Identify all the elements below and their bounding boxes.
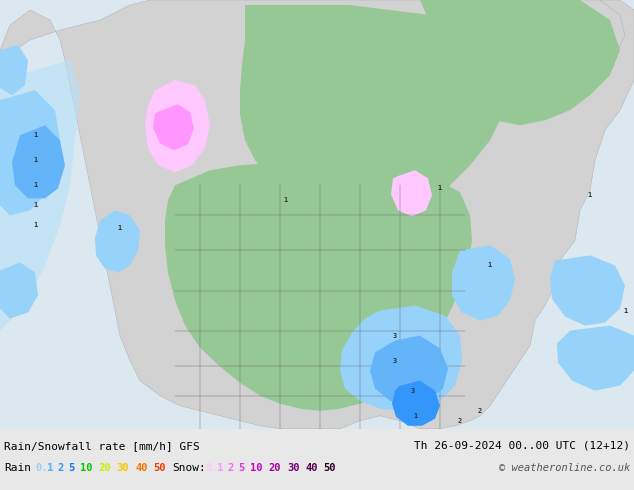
Text: 20: 20 <box>268 463 280 473</box>
Text: 1: 1 <box>33 157 37 163</box>
Text: 2: 2 <box>458 418 462 424</box>
Text: 50: 50 <box>323 463 335 473</box>
Text: 20: 20 <box>98 463 110 473</box>
Text: 30: 30 <box>116 463 129 473</box>
Text: 2: 2 <box>478 408 482 414</box>
Text: 1: 1 <box>47 463 53 473</box>
Polygon shape <box>0 90 60 216</box>
Polygon shape <box>495 0 625 85</box>
Polygon shape <box>557 325 634 391</box>
Polygon shape <box>391 171 432 217</box>
Text: © weatheronline.co.uk: © weatheronline.co.uk <box>499 463 630 473</box>
Text: 1: 1 <box>488 263 492 269</box>
Polygon shape <box>0 45 28 95</box>
Polygon shape <box>340 306 462 411</box>
Polygon shape <box>0 0 634 429</box>
Text: 1: 1 <box>438 185 442 191</box>
Text: 1: 1 <box>283 197 287 203</box>
Text: 1: 1 <box>33 132 37 138</box>
Text: 10: 10 <box>80 463 93 473</box>
Polygon shape <box>0 60 80 331</box>
Text: 40: 40 <box>305 463 318 473</box>
Text: Th 26-09-2024 00..00 UTC (12+12): Th 26-09-2024 00..00 UTC (12+12) <box>414 441 630 451</box>
Text: 1: 1 <box>217 463 223 473</box>
Polygon shape <box>550 255 625 325</box>
Text: 0.1: 0.1 <box>35 463 54 473</box>
Text: 30: 30 <box>287 463 299 473</box>
Text: 1: 1 <box>588 193 592 198</box>
Text: 1: 1 <box>33 202 37 208</box>
Text: 40: 40 <box>135 463 148 473</box>
Text: Rain: Rain <box>4 463 31 473</box>
Text: 1: 1 <box>33 222 37 228</box>
Polygon shape <box>0 263 38 319</box>
Text: 3: 3 <box>393 333 397 339</box>
Text: 1: 1 <box>33 182 37 188</box>
Polygon shape <box>370 336 448 406</box>
Text: Snow:: Snow: <box>172 463 206 473</box>
Polygon shape <box>153 104 194 150</box>
Text: 1: 1 <box>413 413 417 419</box>
Text: 1: 1 <box>118 225 122 231</box>
Polygon shape <box>12 125 65 198</box>
Polygon shape <box>95 210 140 272</box>
Text: 10: 10 <box>250 463 262 473</box>
Text: 1: 1 <box>623 308 627 314</box>
Polygon shape <box>392 381 440 426</box>
Polygon shape <box>165 162 472 411</box>
Text: 5: 5 <box>68 463 74 473</box>
Text: 5: 5 <box>238 463 244 473</box>
Text: Rain/Snowfall rate [mm/h] GFS: Rain/Snowfall rate [mm/h] GFS <box>4 441 200 451</box>
Polygon shape <box>240 5 510 230</box>
Polygon shape <box>420 0 620 125</box>
Text: 2: 2 <box>227 463 233 473</box>
Text: 50: 50 <box>153 463 165 473</box>
Polygon shape <box>145 80 210 172</box>
Text: 0.1: 0.1 <box>205 463 224 473</box>
Polygon shape <box>452 245 515 320</box>
Text: 3: 3 <box>411 388 415 393</box>
Text: 3: 3 <box>393 358 397 364</box>
Text: 2: 2 <box>57 463 63 473</box>
